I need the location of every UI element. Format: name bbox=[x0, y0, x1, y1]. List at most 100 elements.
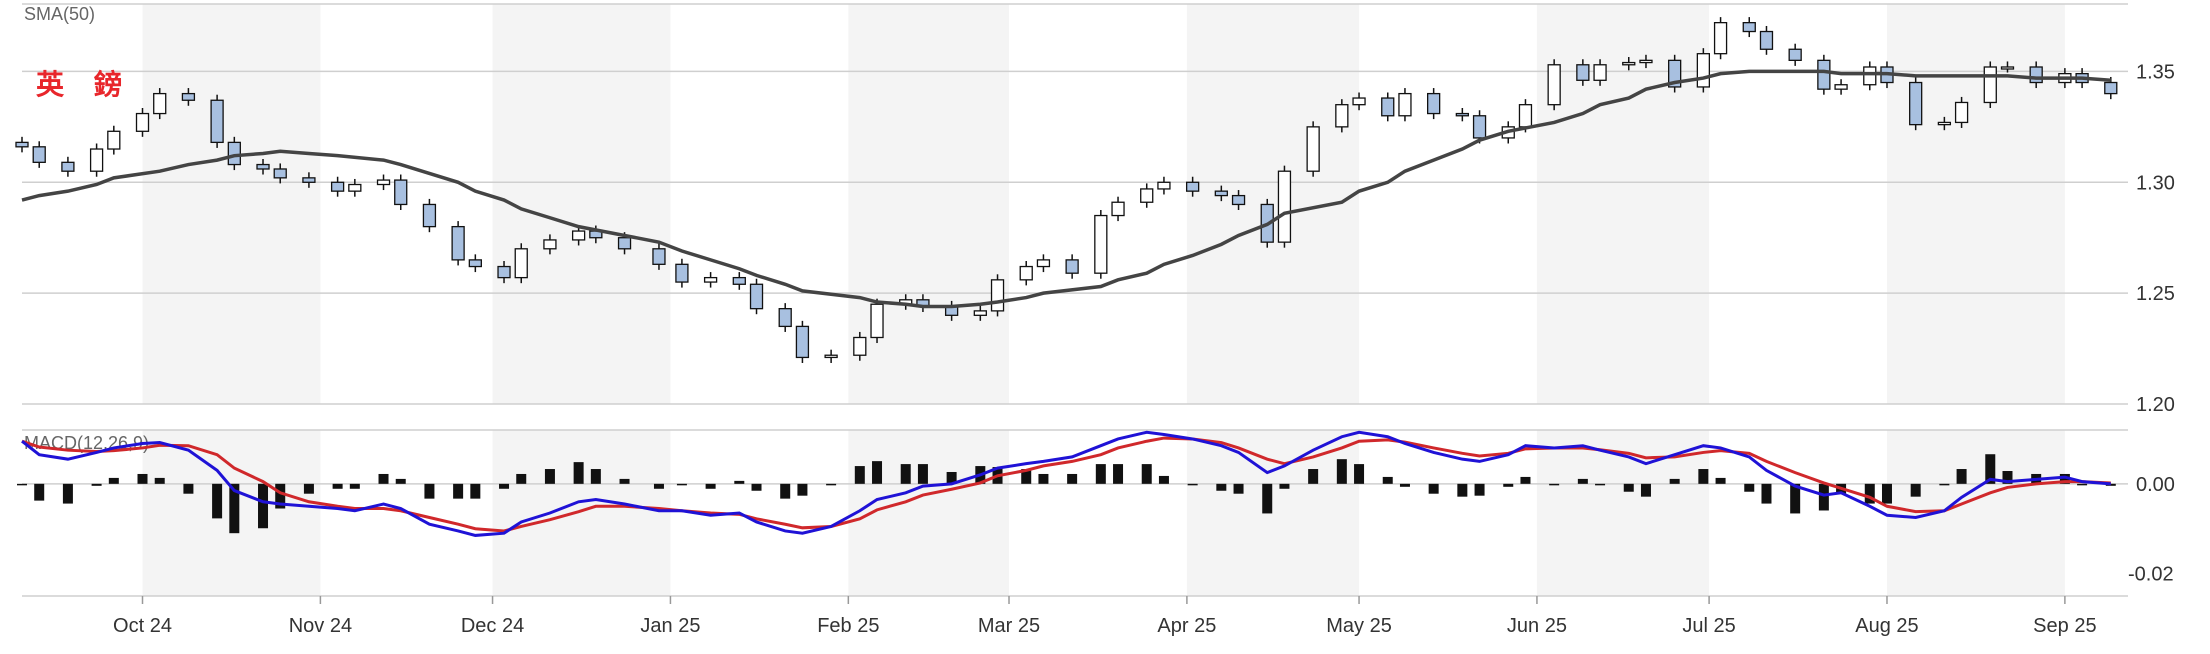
histogram-bar bbox=[1021, 469, 1032, 484]
candle-down bbox=[617, 237, 632, 250]
histogram-bar bbox=[900, 464, 911, 484]
histogram-bar bbox=[1715, 477, 1726, 484]
x-tick-label: Feb 25 bbox=[817, 615, 879, 637]
histogram-bar bbox=[1864, 483, 1875, 504]
histogram-bar bbox=[258, 483, 269, 529]
candle-up bbox=[1157, 181, 1171, 190]
macd-month-band bbox=[492, 430, 671, 596]
histogram-bar bbox=[1038, 473, 1049, 484]
histogram-bar bbox=[1623, 483, 1634, 492]
histogram-bar bbox=[1956, 469, 1967, 484]
candle-up bbox=[1713, 22, 1728, 55]
x-tick-label: Sep 25 bbox=[2033, 615, 2096, 637]
histogram-bar bbox=[917, 464, 928, 484]
x-tick-label: Dec 24 bbox=[461, 615, 524, 637]
histogram-bar bbox=[349, 483, 360, 489]
candle-up bbox=[1834, 84, 1848, 90]
histogram-bar bbox=[91, 483, 102, 486]
candle-down bbox=[394, 179, 408, 206]
price-y-tick-label: 1.20 bbox=[2136, 394, 2175, 416]
histogram-bar bbox=[154, 477, 165, 484]
histogram-bar bbox=[1790, 483, 1801, 514]
candle-up bbox=[1306, 126, 1320, 172]
candle-down bbox=[1427, 92, 1441, 115]
candle-down bbox=[1381, 97, 1395, 117]
histogram-bar bbox=[1577, 478, 1588, 484]
candle-up bbox=[514, 248, 528, 279]
candle-down bbox=[32, 146, 46, 163]
histogram-bar bbox=[2059, 473, 2070, 484]
candle-down bbox=[1909, 81, 1923, 126]
histogram-bar bbox=[797, 483, 808, 496]
candle-up bbox=[1954, 101, 1969, 124]
candle-down bbox=[422, 203, 437, 228]
histogram-bar bbox=[826, 483, 837, 486]
candle-down bbox=[468, 259, 482, 268]
histogram-bar bbox=[1233, 483, 1244, 494]
histogram-bar bbox=[34, 483, 45, 501]
histogram-bar bbox=[1939, 483, 1950, 486]
candle-up bbox=[348, 183, 362, 192]
histogram-bar bbox=[1474, 483, 1485, 496]
candle-up bbox=[1639, 59, 1653, 64]
x-tick-label: May 25 bbox=[1326, 615, 1392, 637]
histogram-bar bbox=[453, 483, 464, 499]
histogram-bar bbox=[17, 483, 27, 486]
histogram-bar bbox=[946, 471, 957, 484]
histogram-bar bbox=[2077, 483, 2088, 486]
histogram-bar bbox=[1595, 483, 1606, 486]
candle-down bbox=[1185, 181, 1200, 192]
histogram-bar bbox=[872, 461, 883, 484]
x-tick-label: Oct 24 bbox=[113, 615, 172, 637]
candle-down bbox=[2029, 66, 2043, 84]
price-y-axis: 1.20 1.25 1.30 1.35 bbox=[2136, 61, 2175, 416]
candle-up bbox=[89, 148, 104, 172]
candlestick-series bbox=[15, 17, 2118, 363]
histogram-bar bbox=[619, 478, 630, 484]
candle-up bbox=[543, 239, 557, 250]
candle-up bbox=[571, 230, 586, 241]
candle-down bbox=[227, 141, 241, 166]
histogram-bar bbox=[705, 483, 716, 489]
price-indicator-label: SMA(50) bbox=[24, 4, 95, 24]
histogram-bar bbox=[1428, 483, 1439, 494]
candle-up bbox=[376, 179, 391, 186]
macd-y-tick-label: -0.02 bbox=[2128, 564, 2174, 586]
histogram-bar bbox=[1216, 483, 1227, 491]
histogram-bar bbox=[1881, 483, 1892, 504]
histogram-bar bbox=[544, 469, 555, 484]
candle-down bbox=[675, 263, 689, 283]
histogram-bar bbox=[780, 483, 791, 499]
macd-y-axis: 0.00 -0.02 bbox=[2128, 474, 2175, 586]
histogram-bar bbox=[1399, 483, 1410, 487]
histogram-bar bbox=[1308, 469, 1319, 484]
candle-down bbox=[1472, 115, 1487, 139]
candle-down bbox=[61, 161, 75, 172]
price-y-tick-label: 1.35 bbox=[2136, 61, 2175, 83]
histogram-bar bbox=[751, 483, 762, 491]
candle-down bbox=[210, 99, 224, 144]
histogram-bar bbox=[212, 483, 223, 519]
histogram-bar bbox=[1744, 483, 1755, 492]
histogram-bar bbox=[303, 483, 314, 494]
candle-up bbox=[1352, 97, 1366, 106]
sma-line bbox=[21, 69, 2111, 309]
histogram-bar bbox=[2002, 471, 2013, 484]
histogram-bar bbox=[1669, 478, 1680, 484]
histogram-bar bbox=[2105, 483, 2116, 486]
candle-down bbox=[1455, 112, 1469, 117]
histogram-bar bbox=[424, 483, 435, 499]
candle-up bbox=[1036, 259, 1051, 268]
histogram-bar bbox=[1067, 473, 1078, 484]
histogram-bar bbox=[1279, 483, 1290, 489]
histogram-bar bbox=[573, 462, 584, 484]
candle-up bbox=[990, 279, 1005, 312]
candle-up bbox=[1111, 201, 1125, 217]
histogram-bar bbox=[1910, 483, 1921, 497]
candle-up bbox=[153, 92, 167, 115]
candle-down bbox=[1214, 190, 1228, 197]
candle-down bbox=[256, 163, 270, 170]
histogram-bar bbox=[332, 483, 343, 489]
histogram-bar bbox=[470, 483, 481, 499]
